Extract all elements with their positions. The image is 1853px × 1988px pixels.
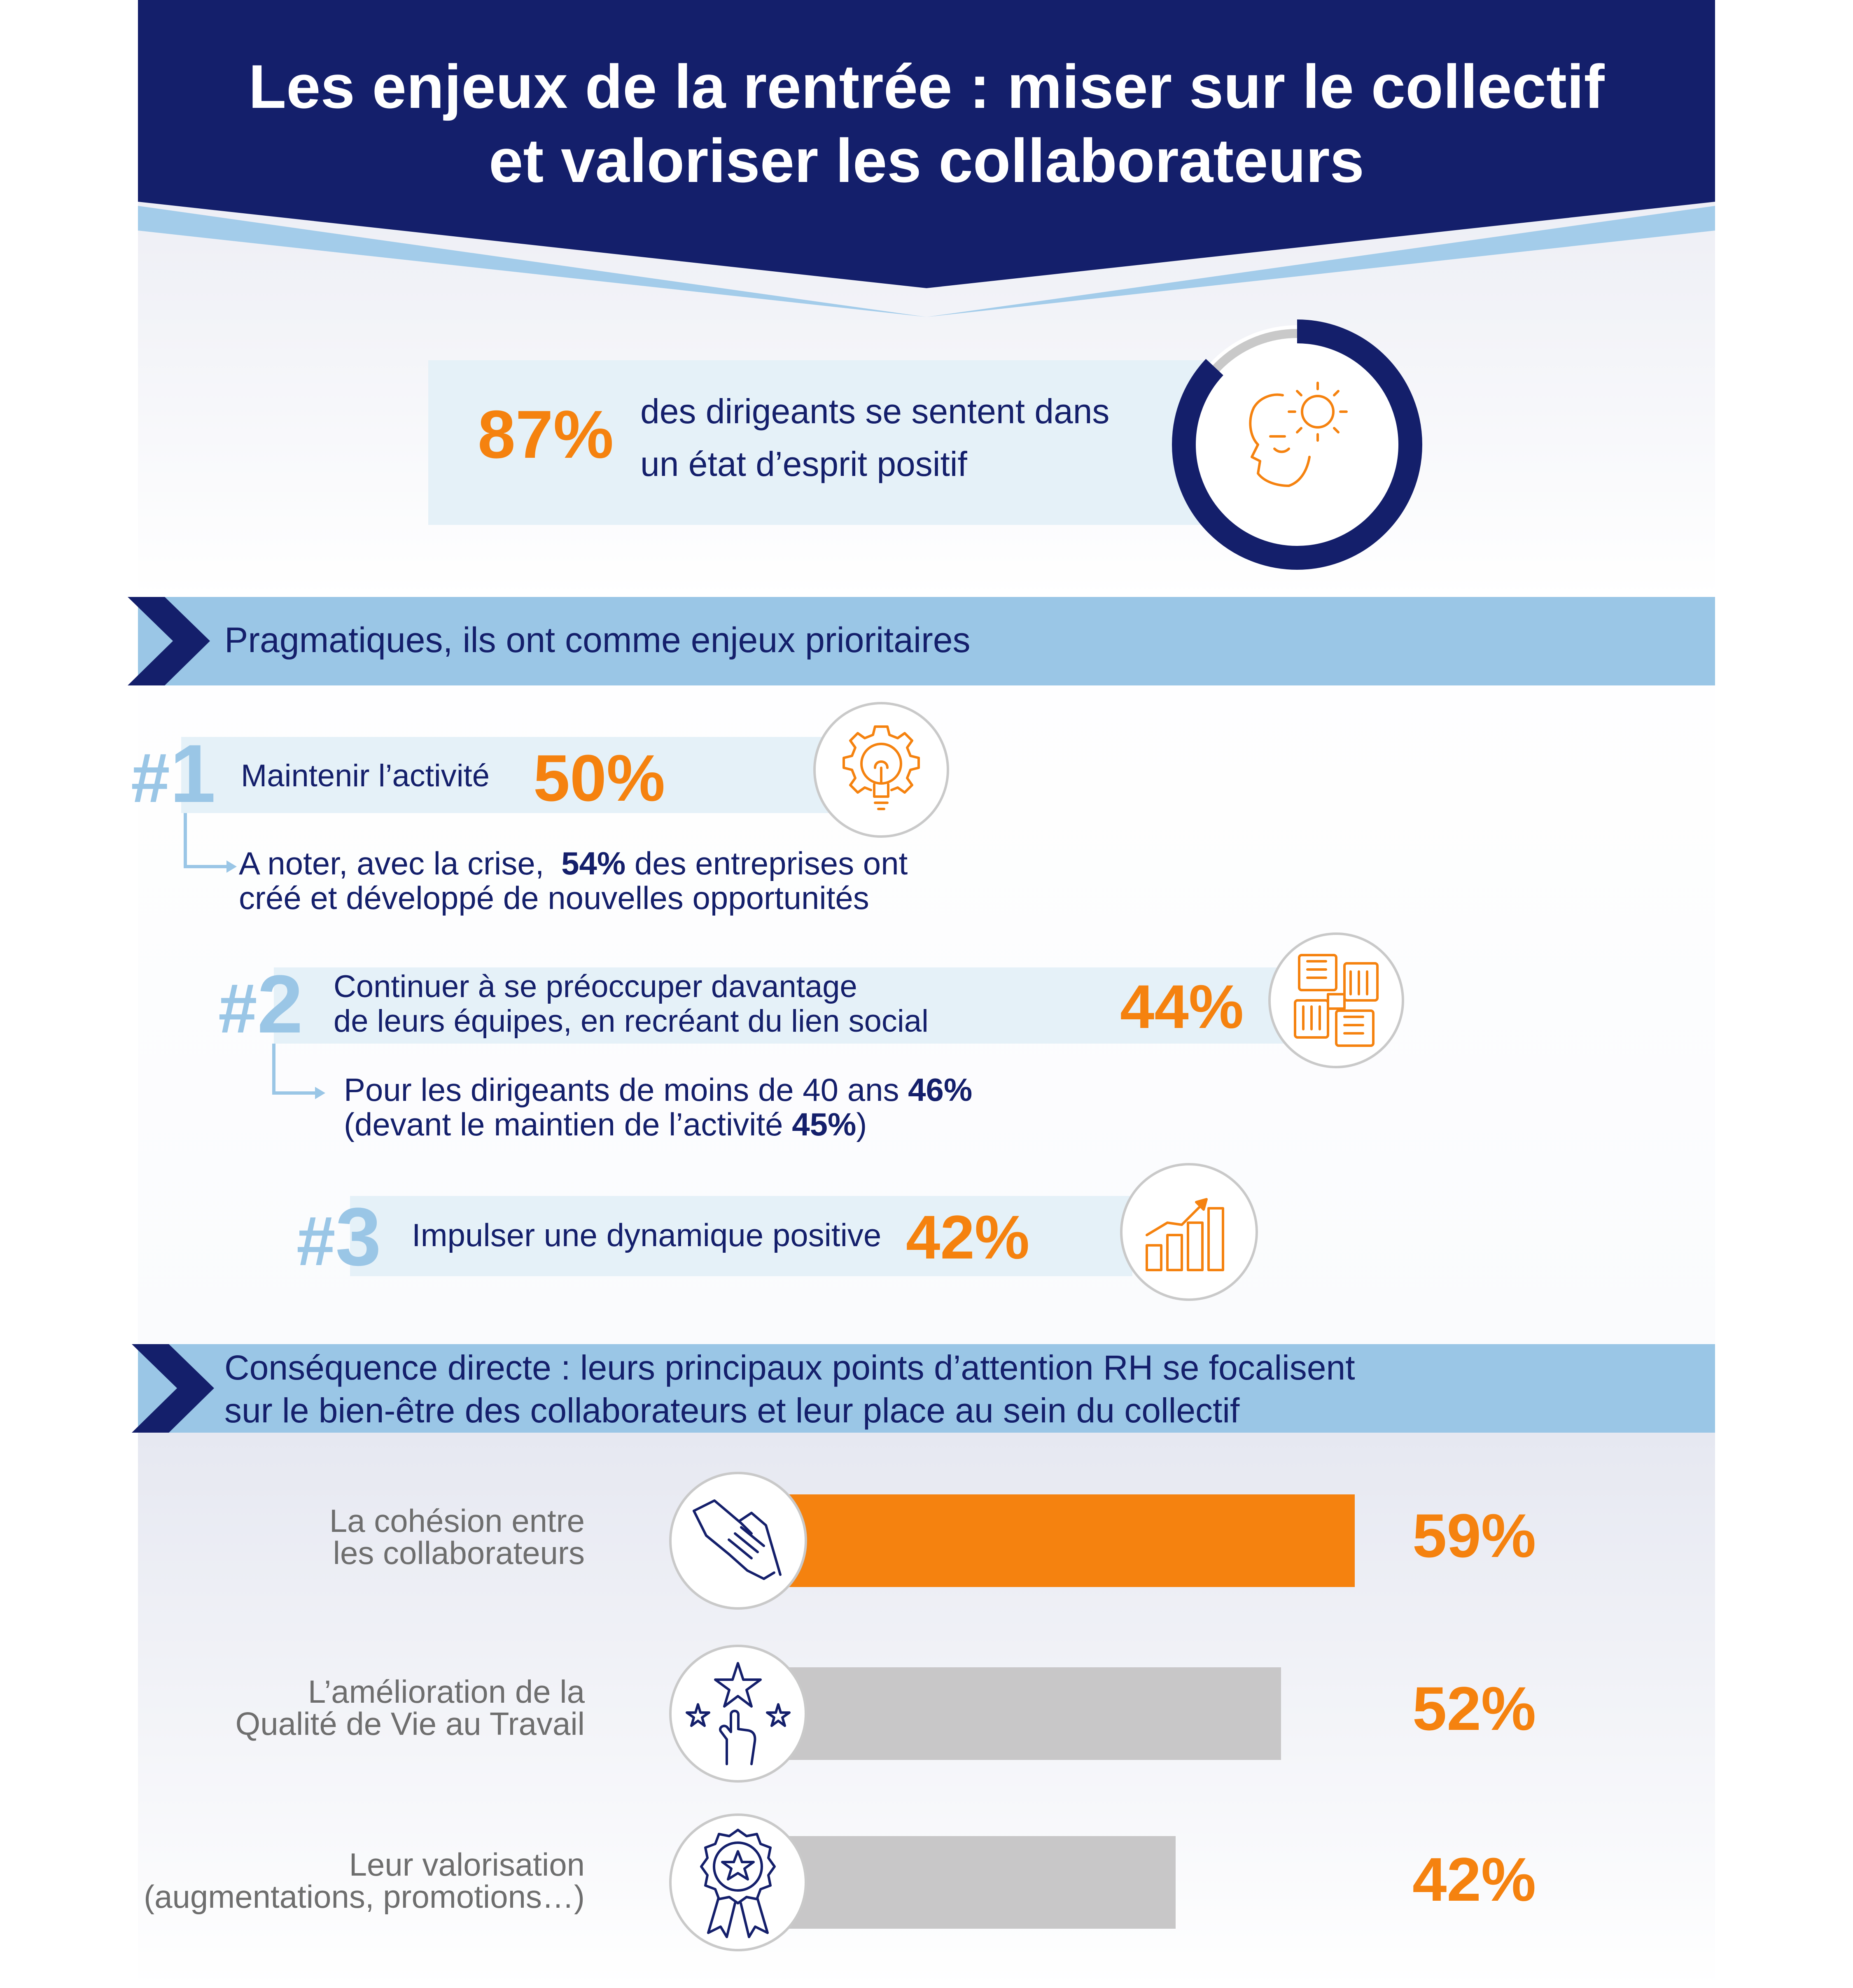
priority1-rank: #1 [131,729,216,823]
background-panel-bottom [138,1433,1715,1988]
section1-title: Pragmatiques, ils ont comme enjeux prior… [224,620,971,660]
mood-text-line1: des dirigeants se sentent dans [640,392,1110,431]
priority1-note-line2: créé et développé de nouvelles opportuni… [239,880,869,916]
section2-title-line1: Conséquence directe : leurs principaux p… [224,1348,1355,1387]
gear-lightbulb-icon [842,725,920,810]
priority2-rank: #2 [218,959,303,1054]
priority3-hash: # [296,1202,336,1280]
priority2-hash: # [218,970,257,1048]
priority1-note-line1: A noter, avec la crise, 54% des entrepri… [239,846,908,881]
priority2-percent: 44% [1120,972,1244,1041]
mood-arc [1172,319,1422,570]
priority2-note-line1: Pour les dirigeants de moins de 40 ans 4… [344,1072,972,1107]
priority1-percent: 50% [533,741,665,815]
priority2-label: Continuer à se préoccuper davantage de l… [334,970,929,1039]
priority1-note-arrow [184,813,237,873]
mood-text: des dirigeants se sentent dans un état d… [640,385,1109,490]
priority2-number: 2 [257,958,303,1050]
priority1-label: Maintenir l’activité [241,758,490,793]
priority2-note: Pour les dirigeants de moins de 40 ans 4… [344,1072,972,1142]
priority2-note-prefix: Pour les dirigeants de moins de 40 ans [344,1072,908,1108]
priority3-percent: 42% [906,1203,1030,1272]
priority1-number: 1 [170,728,216,820]
header-banner [138,0,1715,317]
joined-hands-icon [1294,954,1379,1047]
section2-band [138,1344,1715,1433]
priority1-box [181,737,852,813]
priority1-note: A noter, avec la crise, 54% des entrepri… [239,846,908,915]
priority2-note-arrow [272,1044,325,1099]
priority3-number: 3 [335,1191,381,1283]
priority2-note2-pct: 45% [792,1106,856,1142]
growth-chart-icon [1146,1198,1224,1271]
page-title-line2: et valoriser les collaborateurs [488,126,1364,195]
section2-title-line2: sur le bien-être des collaborateurs et l… [224,1391,1240,1430]
priority1-hash: # [131,739,170,817]
priority1-note-suffix: des entreprises ont [625,845,908,881]
section1-chevron-icon [128,597,210,685]
priority2-box [274,967,1287,1044]
section2-title: Conséquence directe : leurs principaux p… [224,1346,1355,1432]
priority3-rank: #3 [296,1192,381,1286]
section2-chevron-icon [132,1344,214,1433]
priority2-note2-prefix: (devant le maintien de l’activité [344,1106,792,1142]
priority3-label: Impulser une dynamique positive [412,1217,882,1253]
priority1-note-pct: 54% [561,845,626,881]
section1-band [138,597,1715,685]
priority3-box [350,1196,1132,1276]
priority1-note-prefix: A noter, avec la crise, [239,845,553,881]
mood-text-line2: un état d’esprit positif [640,445,967,483]
priority2-label-line2: de leurs équipes, en recréant du lien so… [334,1004,929,1039]
priority2-note-pct: 46% [908,1072,973,1108]
priority2-note2-suffix: ) [856,1106,867,1142]
priority2-label-line1: Continuer à se préoccuper davantage [334,969,857,1004]
page-title: Les enjeux de la rentrée : miser sur le … [138,49,1715,198]
positive-mind-icon [1249,382,1348,487]
priority2-note-line2: (devant le maintien de l’activité 45%) [344,1107,972,1142]
mood-ring [1172,319,1422,570]
mood-box [428,360,1219,525]
page-title-line1: Les enjeux de la rentrée : miser sur le … [248,52,1605,121]
mood-percent: 87% [478,396,614,472]
